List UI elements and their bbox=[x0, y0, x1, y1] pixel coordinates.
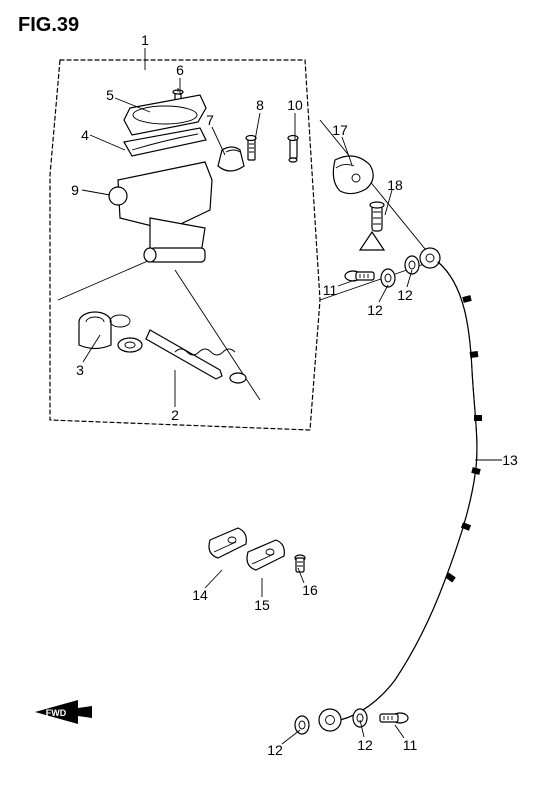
part-10-pivot-bolt bbox=[288, 136, 298, 163]
part-13-brake-hose bbox=[319, 248, 482, 731]
callout-label-12: 12 bbox=[367, 302, 383, 318]
part-15-clamp bbox=[247, 540, 284, 570]
part-11-banjo-bolt-upper bbox=[345, 271, 374, 281]
callout-label-12: 12 bbox=[267, 742, 283, 758]
callout-label-13: 13 bbox=[502, 452, 518, 468]
callout-label-7: 7 bbox=[206, 112, 214, 128]
callout-label-4: 4 bbox=[81, 127, 89, 143]
callout-label-8: 8 bbox=[256, 97, 264, 113]
callout-label-11: 11 bbox=[323, 282, 338, 298]
part-17-lever bbox=[333, 156, 373, 194]
callout-label-15: 15 bbox=[254, 597, 270, 613]
callout-label-10: 10 bbox=[287, 97, 303, 113]
part-2-piston-set bbox=[110, 315, 246, 383]
svg-text:FWD: FWD bbox=[46, 708, 67, 718]
callout-label-11: 11 bbox=[403, 737, 418, 753]
callout-label-2: 2 bbox=[171, 407, 179, 423]
part-7-clamp bbox=[218, 147, 244, 171]
callout-label-16: 16 bbox=[302, 582, 318, 598]
callout-label-12: 12 bbox=[397, 287, 413, 303]
part-12-washer-upper-a bbox=[381, 269, 395, 287]
diagram-canvas: FIG.39 .ln { stroke:#000; stroke-width:1… bbox=[0, 0, 550, 800]
part-8-bolt bbox=[246, 136, 256, 161]
callout-label-9: 9 bbox=[71, 182, 79, 198]
diagram-svg: .ln { stroke:#000; stroke-width:1.2; fil… bbox=[0, 0, 550, 800]
callout-label-5: 5 bbox=[106, 87, 114, 103]
callout-label-6: 6 bbox=[176, 62, 184, 78]
callout-label-17: 17 bbox=[332, 122, 348, 138]
part-18-adjuster bbox=[360, 202, 384, 250]
fwd-arrow-icon: FWD bbox=[35, 700, 92, 724]
callout-label-1: 1 bbox=[141, 32, 149, 48]
part-14-clamp bbox=[209, 528, 246, 558]
part-11-banjo-bolt-lower bbox=[380, 713, 408, 723]
callout-label-3: 3 bbox=[76, 362, 84, 378]
part-16-screw bbox=[295, 555, 305, 572]
part-12-washer-lower-b bbox=[295, 716, 309, 734]
callout-label-18: 18 bbox=[387, 177, 403, 193]
part-12-washer-lower-a bbox=[353, 709, 367, 727]
master-cylinder-body bbox=[109, 162, 212, 262]
callout-label-14: 14 bbox=[192, 587, 208, 603]
callout-label-12: 12 bbox=[357, 737, 373, 753]
